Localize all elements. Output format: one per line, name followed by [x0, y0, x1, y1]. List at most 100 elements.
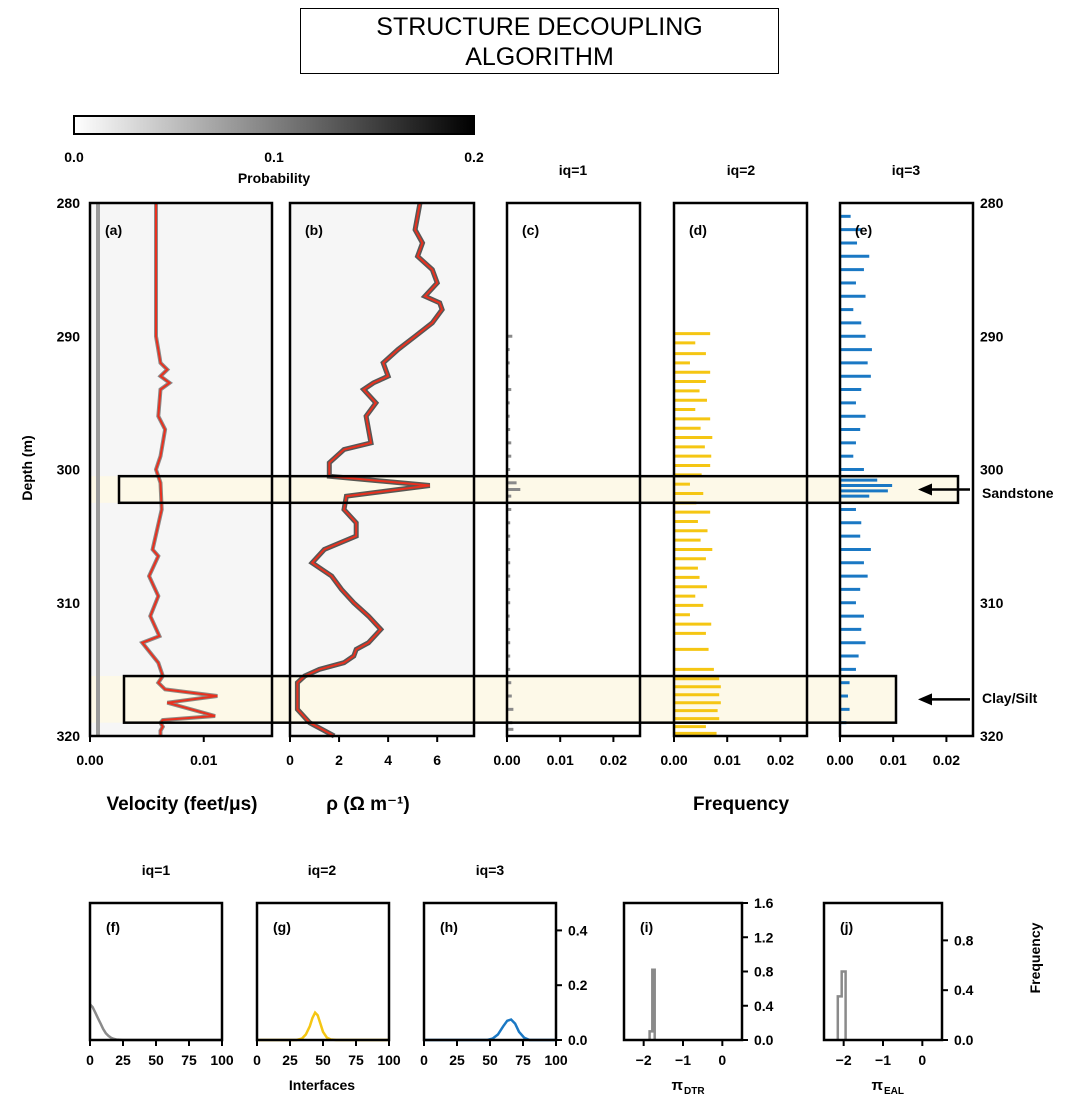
bottom-y-tick-label-3-3: 1.2: [754, 929, 774, 945]
sandstone-label: Sandstone: [982, 485, 1054, 501]
bottom-x-tick-label-4-2: 0: [918, 1052, 926, 1068]
panel-frame-2: [505, 201, 642, 738]
panel-h-title: iq=3: [476, 862, 505, 878]
panel-letter-1: (b): [305, 222, 323, 238]
colorbar-tick-0: 0.0: [64, 149, 84, 165]
panel-frame-0: [88, 201, 274, 738]
bottom-x-tick-label-4-1: −1: [875, 1052, 891, 1068]
depth-tick-left-290: 290: [57, 328, 81, 344]
right-depth-ticks: 280 290 300 310 320: [980, 195, 1004, 744]
figure-title-box: STRUCTURE DECOUPLING ALGORITHM: [300, 8, 779, 74]
colorbar-label: Probability: [238, 170, 311, 186]
x-tick-label-3-2: 0.02: [767, 752, 794, 768]
panel-band-fill-1-1: [290, 676, 474, 723]
bottom-series-0-0: [89, 1003, 222, 1042]
bottom-x-tick-label-1-1: 25: [282, 1052, 298, 1068]
bottom-y-tick-label-3-4: 1.6: [754, 895, 774, 911]
bottom-letter-0: (f): [106, 919, 120, 935]
panel-3: (d) 0.00 0.01 0.02: [660, 201, 809, 768]
pi-dtr-subscript: DTR: [684, 1086, 705, 1097]
band-outline-layer: [117, 474, 970, 724]
bottom-y-tick-label-2-1: 0.2: [568, 977, 588, 993]
series-line-0-0: [140, 203, 218, 736]
depth-tick-right-280: 280: [980, 195, 1004, 211]
x-tick-label-1-0: 0: [286, 752, 294, 768]
frequency-axis-label: Frequency: [693, 794, 790, 815]
bottom-x-tick-label-0-4: 100: [210, 1052, 234, 1068]
depth-tick-left-280: 280: [57, 195, 81, 211]
depth-tick-right-310: 310: [980, 595, 1004, 611]
bottom-x-tick-label-3-0: −2: [636, 1052, 652, 1068]
panel-letter-0: (a): [105, 222, 122, 238]
panel-band-fill-0-0: [90, 476, 272, 503]
bottom-x-tick-label-0-0: 0: [86, 1052, 94, 1068]
bottom-x-tick-label-1-2: 50: [315, 1052, 331, 1068]
depth-tick-left-320: 320: [57, 728, 81, 744]
x-tick-label-4-1: 0.01: [880, 752, 907, 768]
x-tick-label-0-0: 0.00: [76, 752, 103, 768]
bottom-y-tick-label-3-1: 0.4: [754, 998, 774, 1014]
highlight-band-outline-1: [122, 674, 898, 724]
bottom-y-tick-label-2-0: 0.0: [568, 1032, 588, 1048]
bottom-x-tick-label-0-1: 25: [115, 1052, 131, 1068]
x-tick-label-4-2: 0.02: [933, 752, 960, 768]
pi-eal-subscript: EAL: [884, 1086, 904, 1097]
bottom-y-tick-label-3-0: 0.0: [754, 1032, 774, 1048]
bottom-y-tick-label-2-2: 0.4: [568, 922, 588, 938]
bottom-series-3-0: [648, 968, 656, 1040]
x-tick-label-1-2: 4: [384, 752, 392, 768]
velocity-axis-label: Velocity (feet/μs): [106, 794, 257, 815]
panel-bg-1: [290, 203, 474, 736]
bottom-x-tick-label-0-3: 75: [181, 1052, 197, 1068]
bottom-x-tick-label-1-4: 100: [377, 1052, 401, 1068]
bottom-x-tick-label-4-0: −2: [836, 1052, 852, 1068]
x-tick-label-4-0: 0.00: [826, 752, 853, 768]
bottom-x-tick-label-2-1: 25: [449, 1052, 465, 1068]
bottom-x-tick-label-2-2: 50: [482, 1052, 498, 1068]
panel-e-title: iq=3: [892, 162, 921, 178]
panel-d-title: iq=2: [727, 162, 756, 178]
bottom-letter-2: (h): [440, 919, 458, 935]
top-panels: (a) 0.00 0.01 (b) 0 2 4 6 (c) 0.00 0.01 0.02 (d) 0.00…: [76, 201, 975, 768]
bottom-x-tick-label-2-4: 100: [544, 1052, 568, 1068]
bottom-panel-3: (i) −2 −1 0 0.0 0.4 0.8 1.2 1.6: [622, 895, 774, 1068]
interfaces-axis-label: Interfaces: [289, 1077, 355, 1093]
x-tick-label-2-0: 0.00: [493, 752, 520, 768]
frequency-side-label: Frequency: [1027, 922, 1043, 993]
bottom-x-tick-label-2-3: 75: [515, 1052, 531, 1068]
colorbar-tick-1: 0.1: [264, 149, 284, 165]
panel-4: (e) 0.00 0.01 0.02: [826, 201, 975, 768]
panel-c-title: iq=1: [559, 162, 588, 178]
annotation-layer: Sandstone Clay/Silt: [982, 485, 1054, 706]
panel-letter-2: (c): [522, 222, 539, 238]
annotation-arrow-head-1: [918, 693, 932, 706]
x-tick-label-0-1: 0.01: [190, 752, 217, 768]
panel-0: (a) 0.00 0.01: [76, 201, 274, 768]
depth-tick-right-300: 300: [980, 462, 1004, 478]
x-tick-label-1-1: 2: [335, 752, 343, 768]
x-tick-label-2-1: 0.01: [547, 752, 574, 768]
bottom-series-2-0: [424, 1018, 556, 1042]
depth-tick-left-300: 300: [57, 462, 81, 478]
title-line-1: STRUCTURE DECOUPLING: [376, 13, 703, 41]
panel-bg-0: [90, 203, 272, 736]
series-line-1-0: [296, 202, 444, 737]
bottom-panels: (f)0 25 50 75 100(g)0 25 50 75 100(h)0 25 50 75 1000…: [86, 895, 974, 1068]
title-line-2: ALGORITHM: [465, 43, 614, 71]
clay-silt-label: Clay/Silt: [982, 690, 1038, 706]
bottom-series-4-0: [836, 970, 847, 1040]
bottom-letter-4: (j): [840, 919, 853, 935]
panel-1: (b) 0 2 4 6: [286, 201, 476, 768]
bottom-letter-3: (i): [640, 919, 653, 935]
bottom-y-tick-label-4-0: 0.0: [954, 1032, 974, 1048]
depth-tick-left-310: 310: [57, 595, 81, 611]
left-depth-ticks: 280 290 300 310 320: [57, 195, 81, 744]
bottom-x-tick-label-0-2: 50: [148, 1052, 164, 1068]
x-tick-label-2-2: 0.02: [600, 752, 627, 768]
depth-axis-label: Depth (m): [19, 435, 35, 500]
bottom-y-tick-label-4-1: 0.4: [954, 982, 974, 998]
panel-letter-4: (e): [855, 222, 872, 238]
bottom-x-tick-label-3-1: −1: [675, 1052, 691, 1068]
panel-g-title: iq=2: [308, 862, 337, 878]
